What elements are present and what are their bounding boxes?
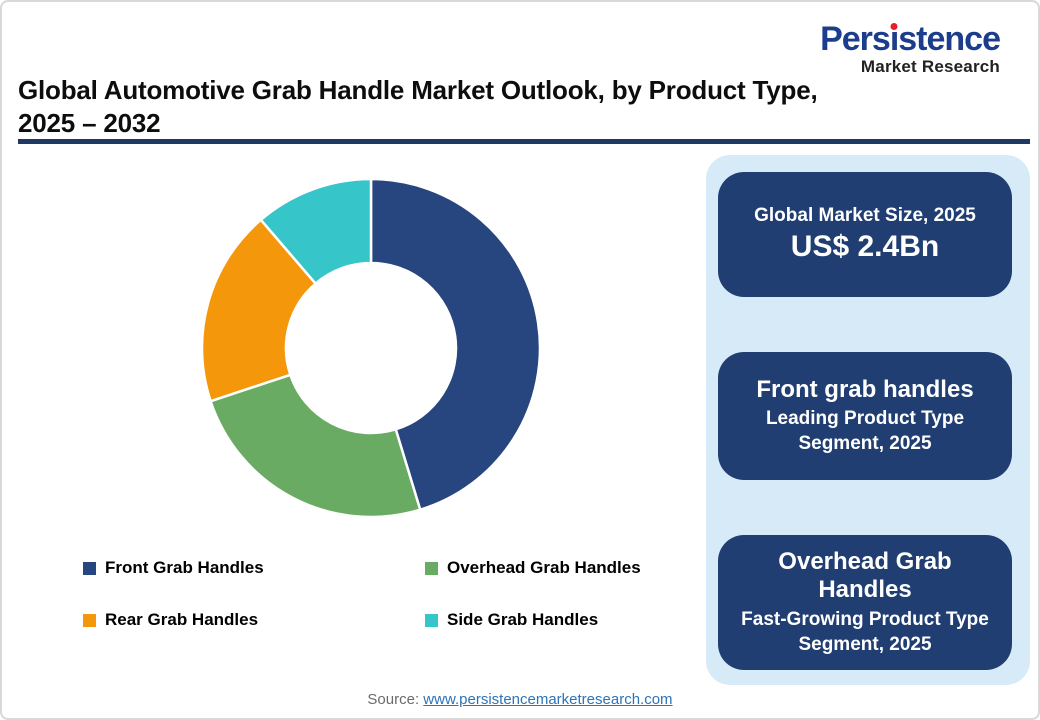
source-label: Source: [367, 691, 420, 708]
legend-item-rear-grab-handles: Rear Grab Handles [83, 610, 425, 630]
fast-growing-segment-card: Overhead Grab Handles Fast-Growing Produ… [718, 535, 1012, 670]
title-underline [18, 139, 1030, 144]
legend-swatch-icon [425, 613, 438, 627]
legend-label: Rear Grab Handles [105, 610, 259, 629]
legend-label: Overhead Grab Handles [447, 558, 641, 577]
donut-slice-side-grab-handles [259, 177, 373, 285]
legend-label: Side Grab Handles [447, 610, 599, 629]
logo-subtitle: Market Research [860, 57, 1000, 76]
legend-label: Front Grab Handles [105, 558, 264, 577]
donut-slice-front-grab-handles [369, 177, 542, 511]
logo-brand-text: Persi stence [820, 20, 1001, 58]
market-size-label: Global Market Size, 2025 [754, 205, 976, 227]
highlights-panel: Global Market Size, 2025 US$ 2.4Bn Front… [706, 155, 1030, 685]
legend-swatch-icon [83, 561, 96, 575]
persistence-market-research-logo: Persi stence Market Research [820, 20, 1001, 76]
market-size-card: Global Market Size, 2025 US$ 2.4Bn [718, 172, 1012, 297]
logo-red-dot-icon [890, 23, 898, 30]
source-line: Source: www.persistencemarketresearch.co… [0, 691, 1040, 708]
logo-brand-post: stence [898, 20, 1001, 58]
donut-slice-overhead-grab-handles [209, 373, 422, 519]
page-title: Global Automotive Grab Handle Market Out… [18, 74, 948, 139]
legend-swatch-icon [83, 613, 96, 627]
leading-segment-name: Front grab handles [756, 375, 974, 403]
legend-swatch-icon [425, 561, 438, 575]
logo-brand-pre: Pers [820, 20, 891, 58]
fast-growing-segment-label: Fast-Growing Product Type Segment, 2025 [741, 608, 989, 655]
donut-slice-rear-grab-handles [200, 218, 317, 403]
page-title-line2: 2025 – 2032 [18, 107, 161, 138]
legend-item-side-grab-handles: Side Grab Handles [425, 610, 641, 630]
leading-segment-card: Front grab handles Leading Product Type … [718, 352, 1012, 480]
brand-letter-i: i [889, 20, 900, 58]
legend-item-front-grab-handles: Front Grab Handles [83, 558, 425, 578]
market-size-value: US$ 2.4Bn [790, 230, 940, 264]
leading-segment-label: Leading Product Type Segment, 2025 [765, 408, 965, 455]
fast-growing-segment-name: Overhead Grab Handles [778, 548, 952, 604]
donut-chart [200, 177, 542, 519]
chart-legend: Front Grab Handles Overhead Grab Handles R… [83, 558, 641, 630]
logo-brand-i: i [889, 20, 900, 58]
page-title-line1: Global Automotive Grab Handle Market Out… [18, 75, 818, 105]
source-link[interactable]: www.persistencemarketresearch.com [423, 691, 673, 708]
legend-item-overhead-grab-handles: Overhead Grab Handles [425, 558, 641, 578]
